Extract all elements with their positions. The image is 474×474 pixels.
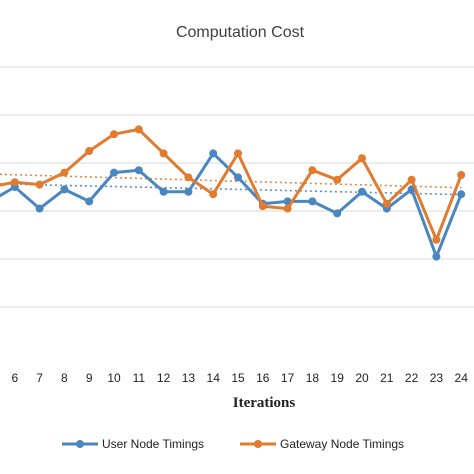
- legend-swatch-marker: [76, 440, 84, 448]
- x-tick-label: 19: [331, 371, 345, 385]
- data-point-gateway-node: [110, 130, 118, 139]
- series-line-user-node: [0, 151, 463, 259]
- data-point-user-node: [159, 187, 168, 196]
- data-point-user-node: [134, 166, 143, 175]
- data-point-gateway-node: [432, 235, 441, 244]
- x-tick-label: 14: [207, 371, 221, 385]
- data-point-user-node: [308, 197, 317, 206]
- data-point-gateway-node: [382, 199, 391, 208]
- x-tick-label: 18: [306, 371, 320, 385]
- x-axis-ticks: 6 7 8 9 10 11 12 13 14 15 16 17 18 19 20 21 22 23 24: [11, 371, 468, 385]
- x-tick-label: 22: [405, 371, 419, 385]
- data-point-gateway-node: [85, 147, 94, 155]
- x-tick-label: 15: [231, 371, 245, 385]
- data-point-gateway-node: [333, 175, 342, 184]
- x-axis-label: Iterations: [233, 395, 296, 411]
- data-point-gateway-node: [407, 175, 416, 184]
- data-point-gateway-node: [10, 178, 19, 187]
- x-tick-label: 21: [380, 371, 394, 385]
- series-line-gateway-node: [0, 127, 463, 242]
- legend-label-user-node: User Node Timings: [102, 437, 204, 451]
- data-point-user-node: [432, 252, 441, 261]
- data-point-user-node: [209, 149, 218, 158]
- trendlines: [0, 173, 462, 196]
- x-tick-label: 16: [256, 371, 270, 385]
- x-tick-label: 23: [430, 371, 444, 385]
- data-point-user-node: [184, 187, 193, 196]
- x-tick-label: 7: [36, 371, 43, 385]
- data-point-gateway-node: [283, 204, 292, 213]
- x-tick-label: 9: [86, 371, 93, 385]
- trendline-user-node: [0, 183, 462, 196]
- legend: User Node Timings Gateway Node Timings: [62, 437, 404, 451]
- data-point-gateway-node: [184, 173, 193, 182]
- x-tick-label: 10: [107, 371, 121, 385]
- data-point-user-node: [358, 187, 366, 196]
- data-point-gateway-node: [457, 171, 466, 179]
- series-lines: [0, 125, 466, 261]
- x-tick-label: 6: [11, 371, 18, 385]
- data-point-gateway-node: [234, 149, 242, 158]
- data-point-user-node: [333, 209, 342, 218]
- x-tick-label: 13: [182, 371, 196, 385]
- data-point-gateway-node: [134, 125, 143, 134]
- x-tick-label: 12: [157, 371, 171, 385]
- data-point-user-node: [234, 173, 242, 182]
- data-point-gateway-node: [358, 154, 366, 163]
- data-point-user-node: [35, 204, 44, 213]
- data-point-user-node: [457, 190, 466, 199]
- trendline-gateway-node: [0, 173, 462, 189]
- chart-title: Computation Cost: [176, 24, 305, 41]
- legend-label-gateway-node: Gateway Node Timings: [280, 437, 404, 451]
- legend-item-gateway-node: Gateway Node Timings: [240, 437, 404, 451]
- x-tick-label: 8: [61, 371, 68, 385]
- x-tick-label: 17: [281, 371, 295, 385]
- data-point-gateway-node: [209, 190, 218, 199]
- data-point-user-node: [110, 168, 118, 177]
- x-tick-label: 11: [133, 371, 146, 385]
- data-point-gateway-node: [35, 180, 44, 189]
- data-point-gateway-node: [60, 168, 69, 177]
- x-tick-label: 20: [355, 371, 369, 385]
- legend-swatch-marker: [254, 440, 262, 448]
- data-point-user-node: [60, 185, 69, 194]
- data-point-user-node: [85, 197, 94, 206]
- legend-item-user-node: User Node Timings: [62, 437, 204, 451]
- data-point-gateway-node: [258, 202, 267, 211]
- gridlines: [0, 66, 474, 308]
- data-point-gateway-node: [159, 149, 168, 158]
- x-tick-label: 24: [455, 371, 469, 385]
- data-point-gateway-node: [308, 166, 317, 175]
